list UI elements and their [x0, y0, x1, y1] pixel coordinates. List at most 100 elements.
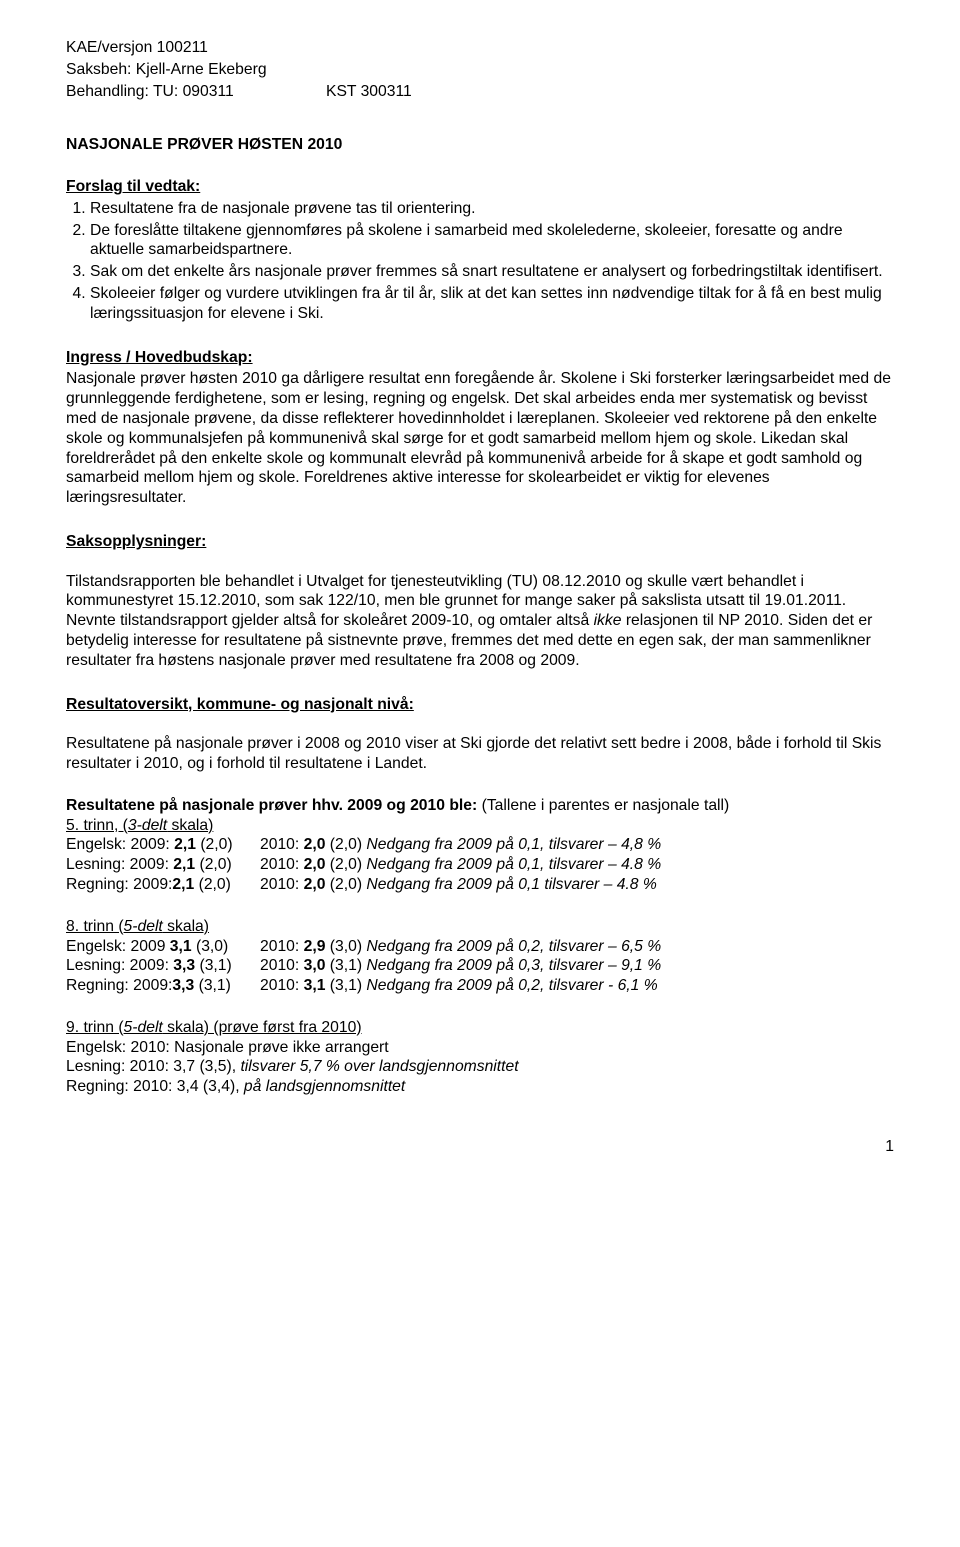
txt: 2010: [260, 938, 304, 955]
val: 3,3 [172, 977, 194, 994]
grade8-left: Lesning: 2009: 3,3 (3,1) [66, 956, 260, 976]
resblock-heading-tail: (Tallene i parentes er nasjonale tall) [482, 797, 730, 814]
ingress-body: Nasjonale prøver høsten 2010 ga dårliger… [66, 369, 894, 507]
grade9-engelsk: Engelsk: 2010: Nasjonale prøve ikke arra… [66, 1038, 894, 1058]
saksopp-ikke: ikke [594, 612, 622, 629]
grade9-heading: 9. trinn (5-delt skala) (prøve først fra… [66, 1018, 894, 1038]
vedtak-item: Skoleeier følger og vurdere utviklingen … [90, 284, 894, 324]
grade5-right: 2010: 2,0 (2,0) Nedgang fra 2009 på 0,1,… [260, 835, 661, 855]
val: 2,1 [173, 856, 195, 873]
txt: (3,0) [325, 938, 366, 955]
resblock-heading: Resultatene på nasjonale prøver hhv. 200… [66, 796, 894, 816]
resov-heading: Resultatoversikt, kommune- og nasjonalt … [66, 695, 894, 715]
grade8-row: Engelsk: 2009 3,1 (3,0) 2010: 2,9 (3,0) … [66, 937, 894, 957]
header-treatment-tu: Behandling: TU: 090311 [66, 82, 326, 102]
txt: Lesning: 2010: 3,7 (3,5), [66, 1058, 240, 1075]
txt: (2,0) [196, 836, 233, 853]
grade5-row: Engelsk: 2009: 2,1 (2,0) 2010: 2,0 (2,0)… [66, 835, 894, 855]
note: Nedgang fra 2009 på 0,1 tilsvarer – 4.8 … [366, 876, 656, 893]
val: 2,9 [304, 938, 326, 955]
resov-para: Resultatene på nasjonale prøver i 2008 o… [66, 734, 894, 774]
txt: (2,0) [325, 876, 366, 893]
header-treatment-kst: KST 300311 [326, 82, 412, 102]
grade5-left: Regning: 2009:2,1 (2,0) [66, 875, 260, 895]
grade9-a: 9. trinn ( [66, 1019, 124, 1036]
resblock-heading-bold: Resultatene på nasjonale prøver hhv. 200… [66, 797, 482, 814]
note: Nedgang fra 2009 på 0,2, tilsvarer – 6,5… [366, 938, 661, 955]
grade8-row: Lesning: 2009: 3,3 (3,1) 2010: 3,0 (3,1)… [66, 956, 894, 976]
document-title: NASJONALE PRØVER HØSTEN 2010 [66, 135, 894, 155]
grade9-b: skala) (prøve først fra 2010) [163, 1019, 362, 1036]
txt: 2010: [260, 957, 304, 974]
grade5-b: skala) [167, 817, 213, 834]
grade8-right: 2010: 3,0 (3,1) Nedgang fra 2009 på 0,3,… [260, 956, 661, 976]
txt: (3,1) [325, 977, 366, 994]
grade5-row: Lesning: 2009: 2,1 (2,0) 2010: 2,0 (2,0)… [66, 855, 894, 875]
header-version: KAE/versjon 100211 [66, 38, 894, 58]
grade5-left: Lesning: 2009: 2,1 (2,0) [66, 855, 260, 875]
header-caseworker: Saksbeh: Kjell-Arne Ekeberg [66, 60, 894, 80]
vedtak-item: Resultatene fra de nasjonale prøvene tas… [90, 199, 894, 219]
note: tilsvarer 5,7 % over landsgjennomsnittet [240, 1058, 518, 1075]
grade5-heading: 5. trinn, (3-delt skala) [66, 816, 894, 836]
txt: Lesning: 2009: [66, 957, 173, 974]
grade5-right: 2010: 2,0 (2,0) Nedgang fra 2009 på 0,1,… [260, 855, 661, 875]
txt: 2010: [260, 977, 304, 994]
txt: (3,1) [195, 957, 232, 974]
grade8-a: 8. trinn ( [66, 918, 124, 935]
val: 2,0 [304, 876, 326, 893]
val: 3,1 [170, 938, 192, 955]
val: 3,3 [173, 957, 195, 974]
txt: (3,1) [194, 977, 231, 994]
grade5-row: Regning: 2009:2,1 (2,0) 2010: 2,0 (2,0) … [66, 875, 894, 895]
val: 2,1 [172, 876, 194, 893]
grade9-lesning: Lesning: 2010: 3,7 (3,5), tilsvarer 5,7 … [66, 1057, 894, 1077]
grade8-row: Regning: 2009:3,3 (3,1) 2010: 3,1 (3,1) … [66, 976, 894, 996]
txt: (3,1) [325, 957, 366, 974]
note: Nedgang fra 2009 på 0,3, tilsvarer – 9,1… [366, 957, 661, 974]
grade9-regning: Regning: 2010: 3,4 (3,4), på landsgjenno… [66, 1077, 894, 1097]
grade5-ital: 3-delt [128, 817, 167, 834]
saksopp-heading: Saksopplysninger: [66, 532, 894, 552]
grade8-right: 2010: 3,1 (3,1) Nedgang fra 2009 på 0,2,… [260, 976, 658, 996]
txt: (3,0) [192, 938, 229, 955]
grade5-a: 5. trinn, ( [66, 817, 128, 834]
grade5-right: 2010: 2,0 (2,0) Nedgang fra 2009 på 0,1 … [260, 875, 657, 895]
txt: Regning: 2009: [66, 876, 172, 893]
txt: Lesning: 2009: [66, 856, 173, 873]
vedtak-list: Resultatene fra de nasjonale prøvene tas… [66, 199, 894, 324]
grade8-right: 2010: 2,9 (3,0) Nedgang fra 2009 på 0,2,… [260, 937, 661, 957]
grade8-b: skala) [163, 918, 209, 935]
txt: Engelsk: 2009: [66, 836, 174, 853]
txt: (2,0) [195, 856, 232, 873]
note: Nedgang fra 2009 på 0,2, tilsvarer - 6,1… [366, 977, 657, 994]
txt: (2,0) [325, 836, 366, 853]
saksopp-para: Tilstandsrapporten ble behandlet i Utval… [66, 572, 894, 671]
note: Nedgang fra 2009 på 0,1, tilsvarer – 4,8… [366, 836, 661, 853]
document-header: KAE/versjon 100211 Saksbeh: Kjell-Arne E… [66, 38, 894, 101]
txt: 2010: [260, 836, 304, 853]
val: 3,0 [304, 957, 326, 974]
val: 2,1 [174, 836, 196, 853]
val: 2,0 [304, 856, 326, 873]
txt: Regning: 2010: 3,4 (3,4), [66, 1078, 244, 1095]
page-number: 1 [66, 1137, 894, 1157]
vedtak-item: Sak om det enkelte års nasjonale prøver … [90, 262, 894, 282]
grade8-heading: 8. trinn (5-delt skala) [66, 917, 894, 937]
txt: Engelsk: 2009 [66, 938, 170, 955]
val: 3,1 [304, 977, 326, 994]
forslag-heading: Forslag til vedtak: [66, 177, 894, 197]
header-treatment-row: Behandling: TU: 090311 KST 300311 [66, 82, 894, 102]
grade8-left: Regning: 2009:3,3 (3,1) [66, 976, 260, 996]
val: 2,0 [304, 836, 326, 853]
vedtak-item: De foreslåtte tiltakene gjennomføres på … [90, 221, 894, 261]
txt: 2010: [260, 876, 304, 893]
note: Nedgang fra 2009 på 0,1, tilsvarer – 4.8… [366, 856, 661, 873]
ingress-heading: Ingress / Hovedbudskap: [66, 348, 894, 368]
txt: Regning: 2009: [66, 977, 172, 994]
grade8-left: Engelsk: 2009 3,1 (3,0) [66, 937, 260, 957]
txt: (2,0) [325, 856, 366, 873]
grade5-left: Engelsk: 2009: 2,1 (2,0) [66, 835, 260, 855]
grade9-ital: 5-delt [124, 1019, 163, 1036]
txt: 2010: [260, 856, 304, 873]
